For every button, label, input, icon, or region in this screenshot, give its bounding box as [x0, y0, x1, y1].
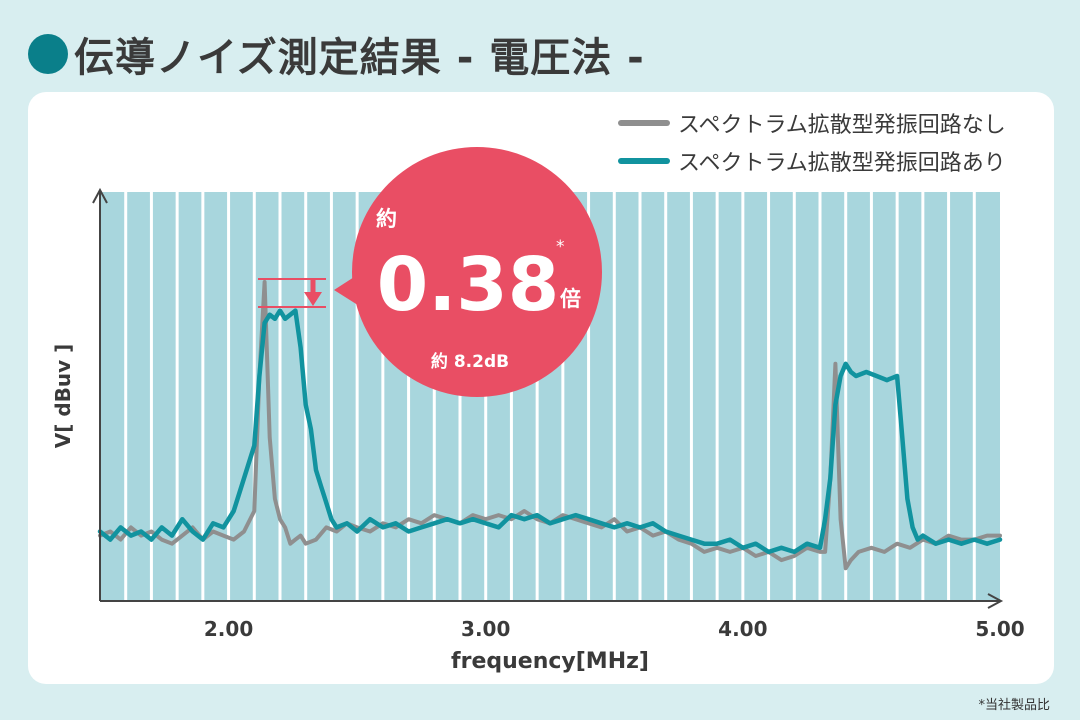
callout-prefix: 約 — [376, 207, 397, 231]
legend: スペクトラム拡散型発振回路なし スペクトラム拡散型発振回路あり — [618, 104, 1006, 180]
callout-circle — [352, 147, 602, 397]
x-axis-label: frequency[MHz] — [451, 649, 649, 674]
callout-sub: 約 8.2dB — [431, 351, 509, 372]
legend-item-with: スペクトラム拡散型発振回路あり — [618, 142, 1006, 180]
y-axis-arrow-icon — [92, 187, 108, 204]
x-ticks: 2.00 3.00 4.00 5.00 — [204, 617, 1025, 641]
arrow-down-icon — [304, 292, 322, 306]
page-title: 伝導ノイズ測定結果 - 電圧法 - — [74, 35, 645, 81]
legend-item-without: スペクトラム拡散型発振回路なし — [618, 104, 1006, 142]
x-tick-label: 3.00 — [461, 617, 510, 641]
series-line-with — [97, 308, 1003, 555]
callout-value: 0.38 — [377, 242, 560, 328]
legend-swatch-without — [618, 120, 670, 126]
peak-reduction-marker — [258, 278, 326, 308]
x-tick-label: 5.00 — [975, 617, 1024, 641]
title-bullet-icon — [28, 34, 68, 74]
y-axis-label: V[ dBuv ] — [51, 344, 75, 449]
legend-label-without: スペクトラム拡散型発振回路なし — [678, 113, 1006, 138]
x-tick-label: 4.00 — [718, 617, 767, 641]
legend-label-with: スペクトラム拡散型発振回路あり — [678, 151, 1006, 176]
x-axis-arrow-icon — [987, 593, 1004, 609]
footnote: *当社製品比 — [978, 698, 1050, 713]
x-tick-label: 2.00 — [204, 617, 253, 641]
series-layer — [97, 280, 1003, 571]
callout-asterisk: * — [556, 237, 565, 257]
reduction-callout: 約 0.38 * 倍 約 8.2dB — [334, 147, 602, 397]
legend-swatch-with — [618, 158, 670, 164]
title-row: 伝導ノイズ測定結果 - 電圧法 - — [28, 26, 645, 82]
series-line-without — [98, 280, 1002, 571]
callout-unit: 倍 — [560, 287, 581, 311]
